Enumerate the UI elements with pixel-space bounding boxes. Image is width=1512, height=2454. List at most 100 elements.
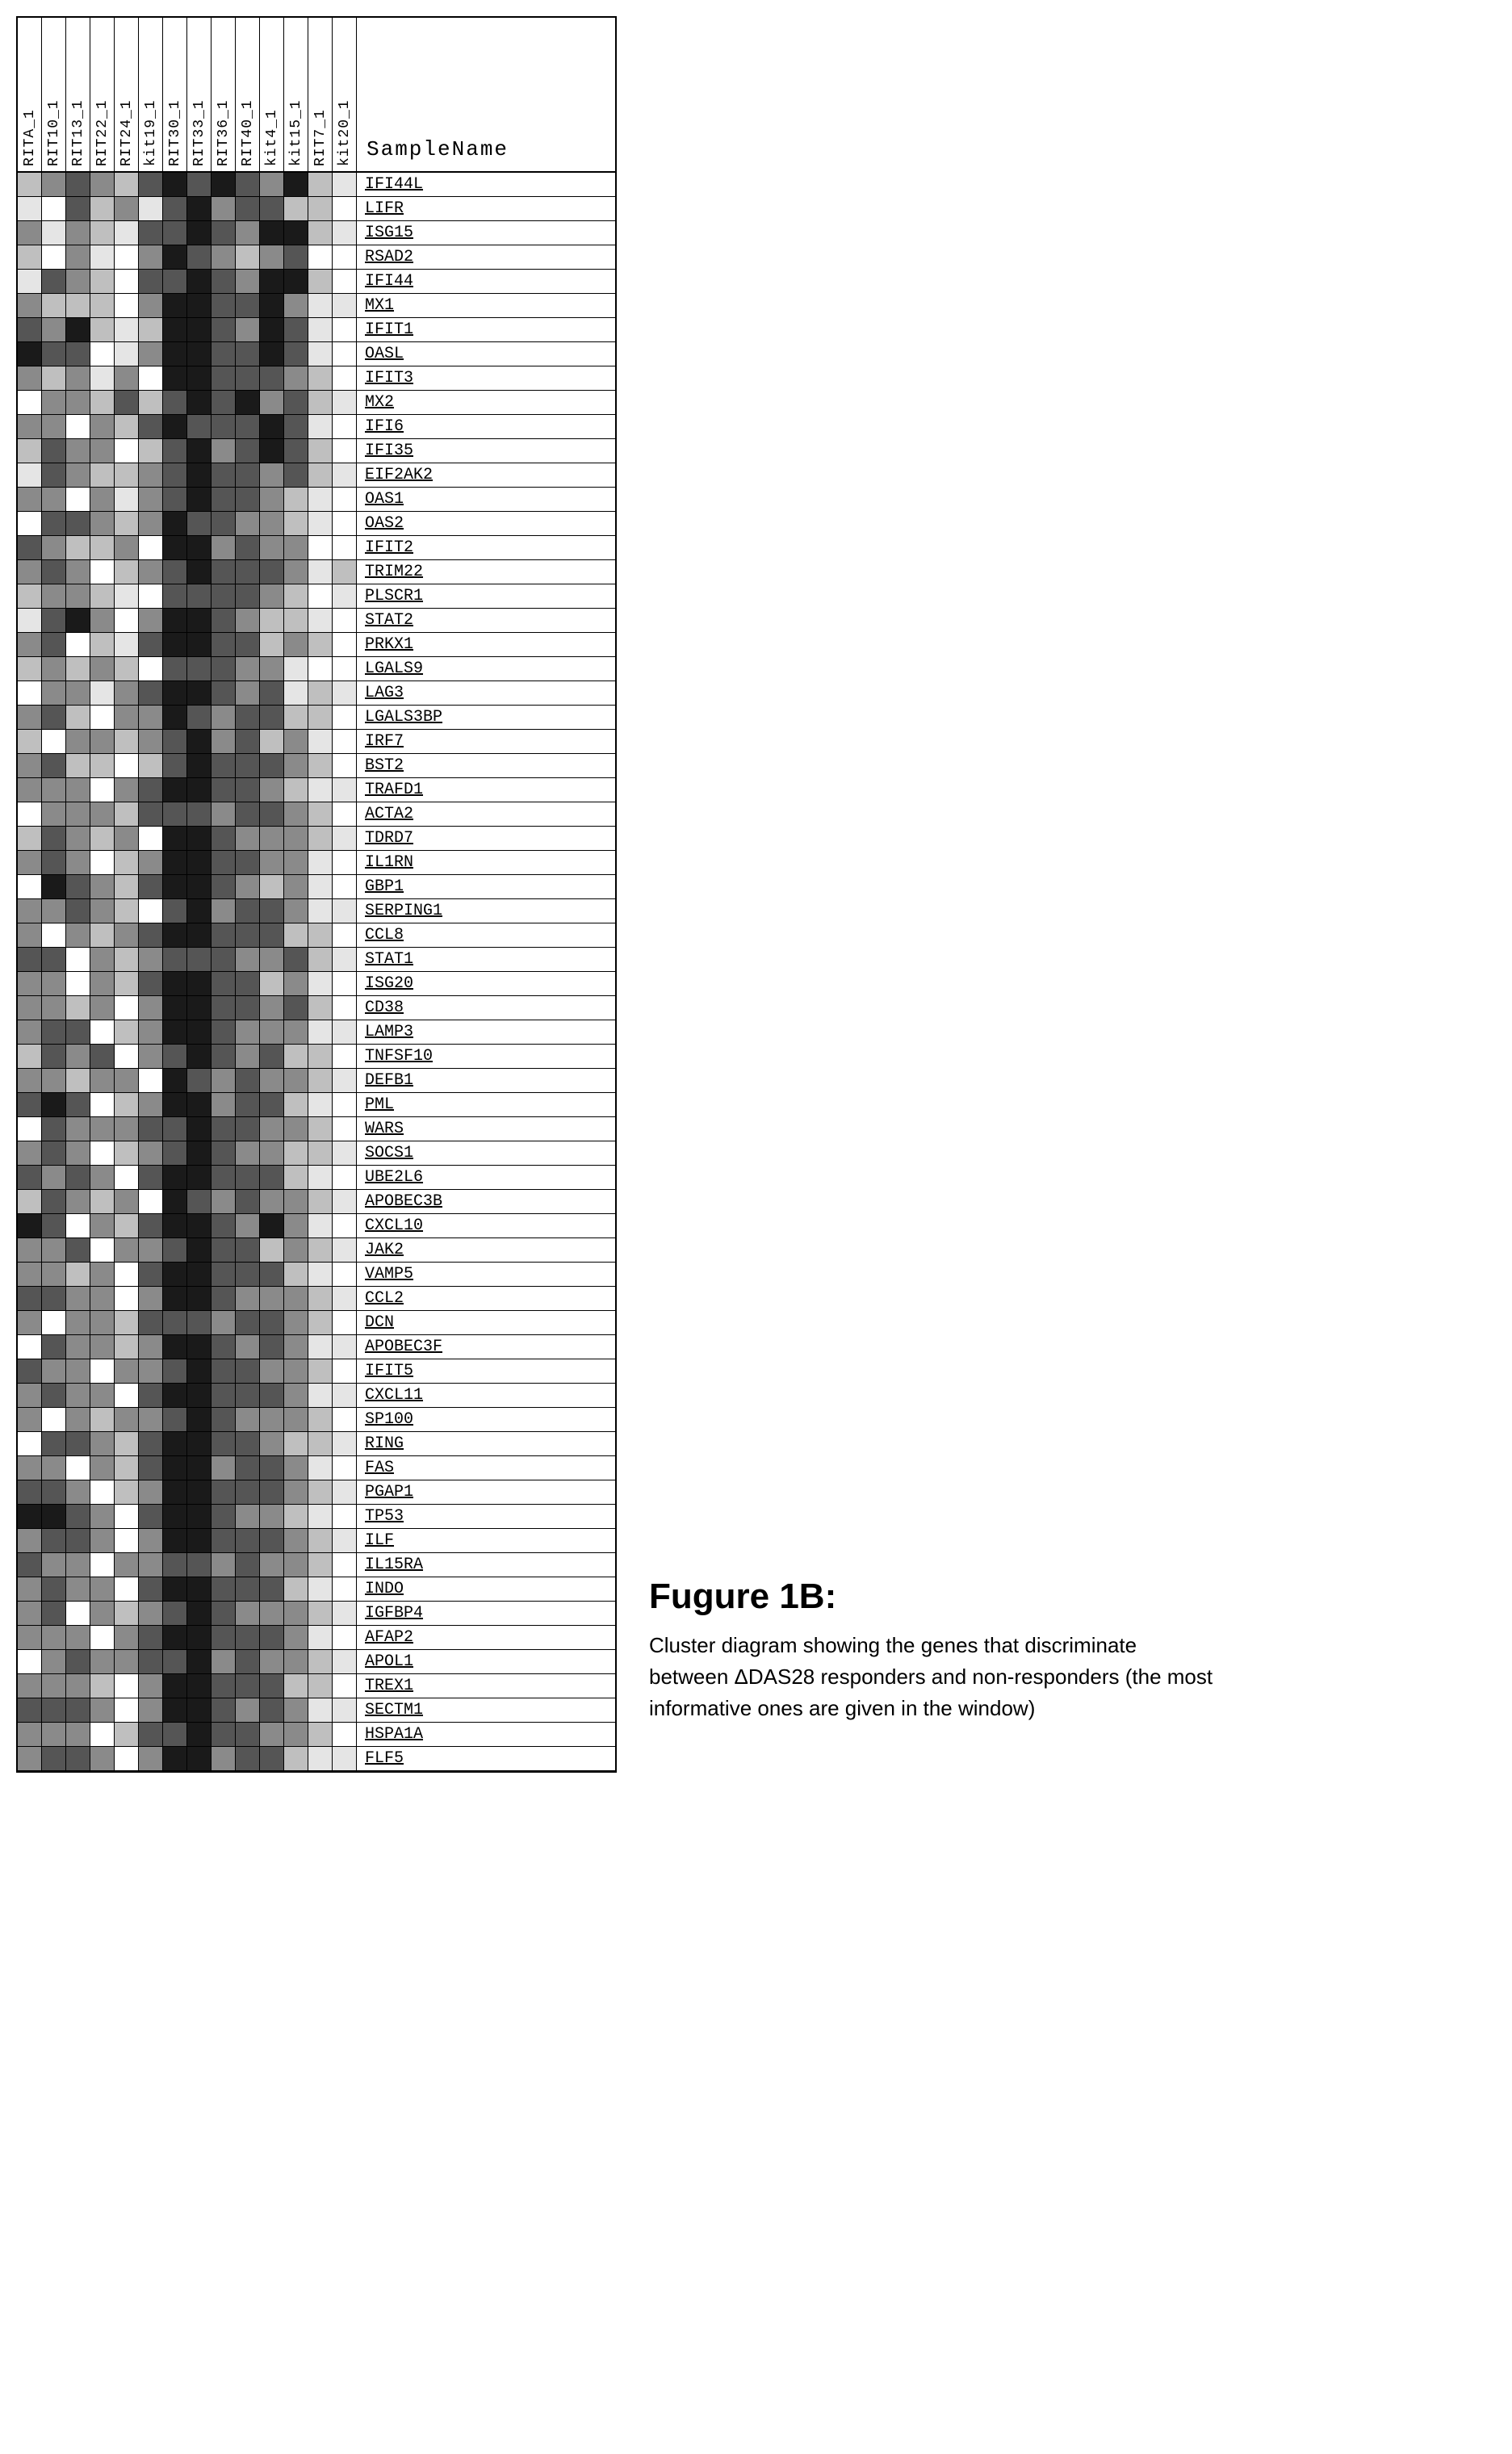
heatmap-cell [90,1287,115,1311]
heatmap-cell [333,1505,357,1529]
heatmap-cell [42,1723,66,1747]
heatmap-cell [236,560,260,584]
heatmap-cell [187,972,212,996]
heatmap-cell [90,560,115,584]
heatmap-row: PGAP1 [18,1480,615,1505]
heatmap-cell [90,1311,115,1335]
heatmap-cell [42,1069,66,1093]
heatmap-cell [66,948,90,972]
heatmap-cell [308,1263,333,1287]
heatmap-cell [163,730,187,754]
heatmap-cell [18,1529,42,1553]
heatmap-cell [333,1408,357,1432]
heatmap-cell [163,1456,187,1480]
heatmap-cell [212,875,236,899]
heatmap-row: APOBEC3B [18,1190,615,1214]
heatmap-cell [18,1069,42,1093]
heatmap-cell [139,1432,163,1456]
heatmap-cell [90,802,115,827]
heatmap-cell [66,1238,90,1263]
heatmap-cell [42,536,66,560]
heatmap-row: BST2 [18,754,615,778]
heatmap-cell [236,294,260,318]
heatmap-cell [187,1577,212,1602]
heatmap-cell [139,754,163,778]
heatmap-cell [18,1408,42,1432]
heatmap-cell [115,1359,139,1384]
heatmap-body: IFI44LLIFRISG15RSAD2IFI44MX1IFIT1OASLIFI… [18,173,615,1771]
heatmap-cell [187,415,212,439]
row-gene-label: AFAP2 [357,1626,615,1650]
heatmap-cell [66,342,90,366]
heatmap-cell [139,197,163,221]
heatmap-row: CXCL10 [18,1214,615,1238]
heatmap-cell [284,948,308,972]
heatmap-cell [308,439,333,463]
heatmap-cell [90,1117,115,1141]
heatmap-cell [139,609,163,633]
heatmap-cell [139,657,163,681]
heatmap-cell [115,1214,139,1238]
heatmap-cell [333,730,357,754]
heatmap-cell [284,366,308,391]
heatmap-cell [236,851,260,875]
heatmap-cell [18,270,42,294]
heatmap-cell [115,899,139,923]
heatmap-cell [66,488,90,512]
heatmap-cell [236,366,260,391]
heatmap-row: GBP1 [18,875,615,899]
column-header: RIT22_1 [90,18,115,171]
heatmap-cell [236,1553,260,1577]
heatmap-cell [90,1626,115,1650]
heatmap-cell [260,1117,284,1141]
heatmap-cell [333,875,357,899]
heatmap-cell [66,1674,90,1698]
heatmap-cell [333,899,357,923]
heatmap-cell [139,584,163,609]
heatmap-cell [284,899,308,923]
heatmap-cell [139,923,163,948]
heatmap-cell [187,173,212,197]
heatmap-cell [66,1214,90,1238]
row-gene-label: PLSCR1 [357,584,615,609]
row-gene-label: LIFR [357,197,615,221]
column-header-label: kit19_1 [143,99,159,166]
heatmap-cell [212,730,236,754]
heatmap-cell [42,415,66,439]
row-gene-label: OASL [357,342,615,366]
heatmap-cell [333,1384,357,1408]
heatmap-cell [284,1698,308,1723]
heatmap-cell [260,1141,284,1166]
heatmap-cell [212,1020,236,1045]
heatmap-row: CCL8 [18,923,615,948]
heatmap-cell [18,1287,42,1311]
heatmap-row: PML [18,1093,615,1117]
row-gene-label: IFI44 [357,270,615,294]
heatmap-cell [333,851,357,875]
heatmap-cell [284,245,308,270]
heatmap-cell [308,1020,333,1045]
row-gene-label: DEFB1 [357,1069,615,1093]
heatmap-cell [18,1747,42,1771]
heatmap-cell [236,1674,260,1698]
heatmap-cell [308,294,333,318]
column-header-label: RIT40_1 [240,99,256,166]
heatmap-cell [66,1553,90,1577]
heatmap-cell [333,1166,357,1190]
heatmap-cell [163,1093,187,1117]
heatmap-cell [236,1577,260,1602]
heatmap-cell [66,972,90,996]
heatmap-cell [308,754,333,778]
heatmap-cell [284,391,308,415]
heatmap-cell [284,318,308,342]
heatmap-cell [90,512,115,536]
heatmap-cell [284,488,308,512]
heatmap-cell [66,1602,90,1626]
heatmap-cell [260,1480,284,1505]
heatmap-cell [42,1408,66,1432]
heatmap-cell [333,1577,357,1602]
heatmap-cell [163,1335,187,1359]
heatmap-cell [163,778,187,802]
heatmap-cell [42,1602,66,1626]
heatmap-cell [163,1577,187,1602]
